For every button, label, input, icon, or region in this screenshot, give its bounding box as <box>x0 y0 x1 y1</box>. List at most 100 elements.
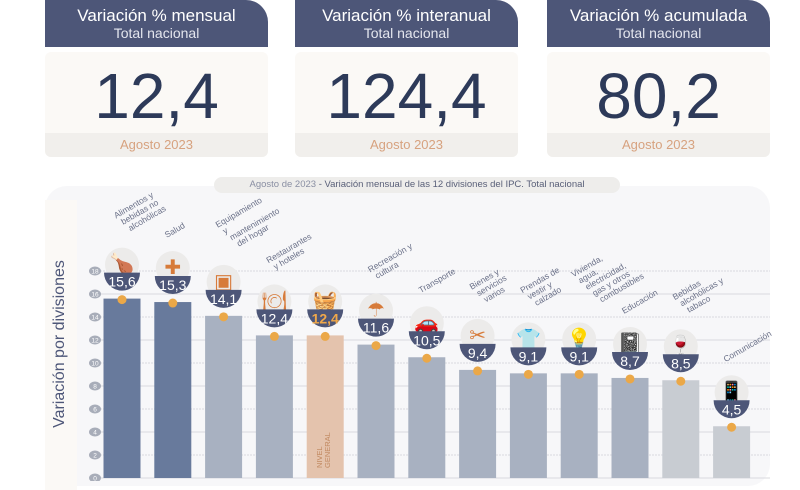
value-dot <box>219 312 229 322</box>
bar <box>662 380 700 478</box>
bar <box>408 357 446 478</box>
category-label: Alimentos ybebidas noalcohólicas <box>112 188 168 236</box>
scissors-icon: ✂ <box>469 325 486 347</box>
recreation-icon: ☂ <box>367 300 385 322</box>
value-dot <box>269 331 279 341</box>
notebook-icon: 📓 <box>618 332 643 355</box>
bar <box>560 373 598 478</box>
value-dot <box>371 341 381 351</box>
bar <box>255 335 293 478</box>
y-tick-label: 8 <box>93 384 97 391</box>
category-label: Comunicación <box>722 328 774 364</box>
category-label: Vivienda,agua,electricidad,gas y otrosco… <box>569 240 645 311</box>
appliance-icon: ▣ <box>214 271 233 293</box>
y-tick-marker <box>89 404 101 414</box>
category-label: Educación <box>620 287 660 316</box>
health-icon: ✚ <box>164 257 181 279</box>
y-tick-marker <box>89 358 101 368</box>
phone-icon: 📱 <box>719 379 744 403</box>
food-icon: 🍗 <box>110 252 135 276</box>
value-label: 4,5 <box>722 401 742 417</box>
value-badge <box>510 347 547 366</box>
card-value: 12,4 <box>94 60 219 132</box>
y-tick-label: 10 <box>91 361 99 368</box>
value-badge <box>104 272 140 291</box>
value-badge <box>358 318 394 337</box>
value-badge <box>256 309 293 328</box>
value-dot <box>574 369 584 379</box>
bar <box>611 377 649 478</box>
y-tick-marker <box>89 381 101 391</box>
card-subtitle: Total nacional <box>615 25 702 41</box>
value-badge <box>612 351 648 370</box>
y-tick-marker <box>89 450 101 460</box>
card-yearly: Variación % interanual Total nacional 124… <box>295 0 518 160</box>
value-dot <box>117 295 127 305</box>
value-dot <box>168 298 178 308</box>
value-dot <box>523 369 533 379</box>
restaurant-icon: 🍽 <box>262 290 287 312</box>
category-label: Bebidasalcohólicas ytabaco <box>671 267 730 317</box>
bar <box>205 315 243 478</box>
category-label: Restaurantesy hoteles <box>264 231 317 273</box>
bar <box>306 335 344 478</box>
value-badge <box>307 309 344 328</box>
card-title: Variación % interanual <box>322 6 491 25</box>
value-dot <box>473 366 483 376</box>
y-tick-label: 6 <box>93 407 97 414</box>
chart-title-text: - Variación mensual de las 12 divisiones… <box>316 179 585 190</box>
y-tick-marker <box>89 266 101 276</box>
value-label: 9,1 <box>519 348 539 364</box>
value-label: 9,1 <box>569 348 589 364</box>
category-label: Equipamientoymantenimientodel hogar <box>214 190 286 253</box>
y-tick-label: 2 <box>93 453 97 460</box>
y-tick-marker <box>89 289 101 299</box>
value-badge <box>713 400 750 419</box>
basket-icon: 🧺 <box>313 290 338 312</box>
clothing-icon: 👕 <box>516 328 541 350</box>
card-period: Agosto 2023 <box>295 133 518 157</box>
y-tick-label: 4 <box>93 430 97 437</box>
y-tick-label: 14 <box>91 315 99 322</box>
value-label: 12,4 <box>312 310 339 326</box>
chart-title: Agosto de 2023 - Variación mensual de la… <box>214 177 620 193</box>
category-label: Bienes yserviciosvarios <box>468 265 513 307</box>
y-tick-marker <box>89 473 101 481</box>
value-label: 15,3 <box>159 277 186 293</box>
category-label: Recreación ycultura <box>366 240 419 282</box>
value-label: 8,7 <box>620 353 640 369</box>
card-subtitle: Total nacional <box>113 25 200 41</box>
card-title: Variación % mensual <box>77 6 236 25</box>
card-value: 124,4 <box>326 60 487 132</box>
y-tick-marker <box>89 312 101 322</box>
ylabel-strip <box>45 200 77 490</box>
value-dot <box>320 331 330 341</box>
chart-title-date: Agosto de 2023 <box>249 179 317 190</box>
value-dot <box>422 353 432 363</box>
value-badge <box>154 276 191 295</box>
bar <box>357 344 395 478</box>
value-label: 10,5 <box>413 332 440 348</box>
value-dot <box>625 374 635 384</box>
category-label: Transporte <box>417 266 458 295</box>
bar <box>713 426 751 478</box>
value-label: 12,4 <box>261 310 288 326</box>
y-tick-label: 18 <box>91 269 99 276</box>
value-badge <box>205 289 242 308</box>
value-label: 8,5 <box>671 355 691 371</box>
bar <box>154 302 192 478</box>
y-tick-label: 0 <box>93 476 97 482</box>
value-badge <box>408 331 445 350</box>
card-monthly: Variación % mensual Total nacional 12,4 Ag… <box>45 0 268 160</box>
card-value: 80,2 <box>596 60 721 132</box>
y-tick-marker <box>89 335 101 345</box>
bar <box>459 369 497 478</box>
bar <box>509 373 547 478</box>
card-period: Agosto 2023 <box>547 133 770 157</box>
general-level-label: NIVELGENERAL <box>315 432 332 468</box>
y-tick-marker <box>89 427 101 437</box>
value-label: 9,4 <box>468 345 488 361</box>
y-tick-label: 16 <box>91 292 99 299</box>
y-tick-label: 12 <box>91 338 99 345</box>
